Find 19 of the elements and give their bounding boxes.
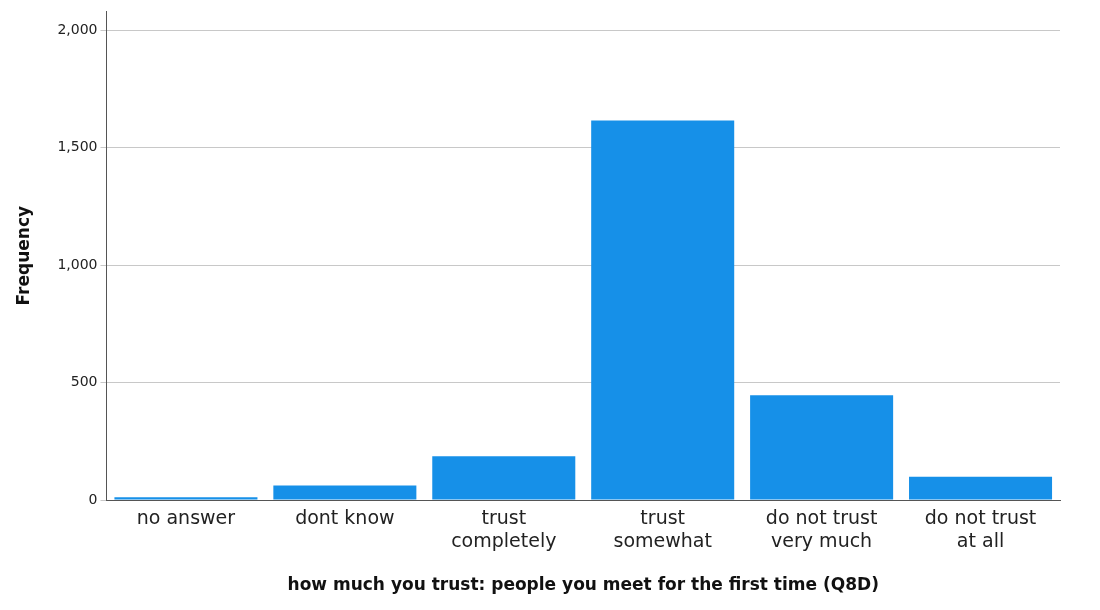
y-tick-label: 1,000: [57, 255, 98, 272]
x-tick-label: no answer: [136, 506, 236, 529]
x-tick-label: do not trust very much: [765, 506, 878, 552]
x-tick-label: dont know: [295, 506, 395, 529]
x-tick-label: trust completely: [451, 506, 557, 552]
x-tick-label: do not trust at all: [924, 506, 1037, 552]
y-tick-label: 500: [70, 373, 98, 390]
bar: [114, 497, 258, 500]
y-tick-label: 1,500: [57, 138, 98, 155]
bar: [909, 476, 1053, 500]
bar: [432, 456, 576, 500]
y-tick-label: 2,000: [57, 20, 98, 37]
bar: [273, 485, 417, 500]
x-axis-title: how much you trust: people you meet for the first time (Q8D): [287, 574, 879, 595]
y-tick-label: 0: [88, 490, 98, 507]
bar: [750, 395, 894, 500]
x-tick-label: trust somewhat: [613, 506, 712, 552]
y-axis-title: Frequency: [12, 205, 33, 306]
bar: [591, 120, 735, 500]
